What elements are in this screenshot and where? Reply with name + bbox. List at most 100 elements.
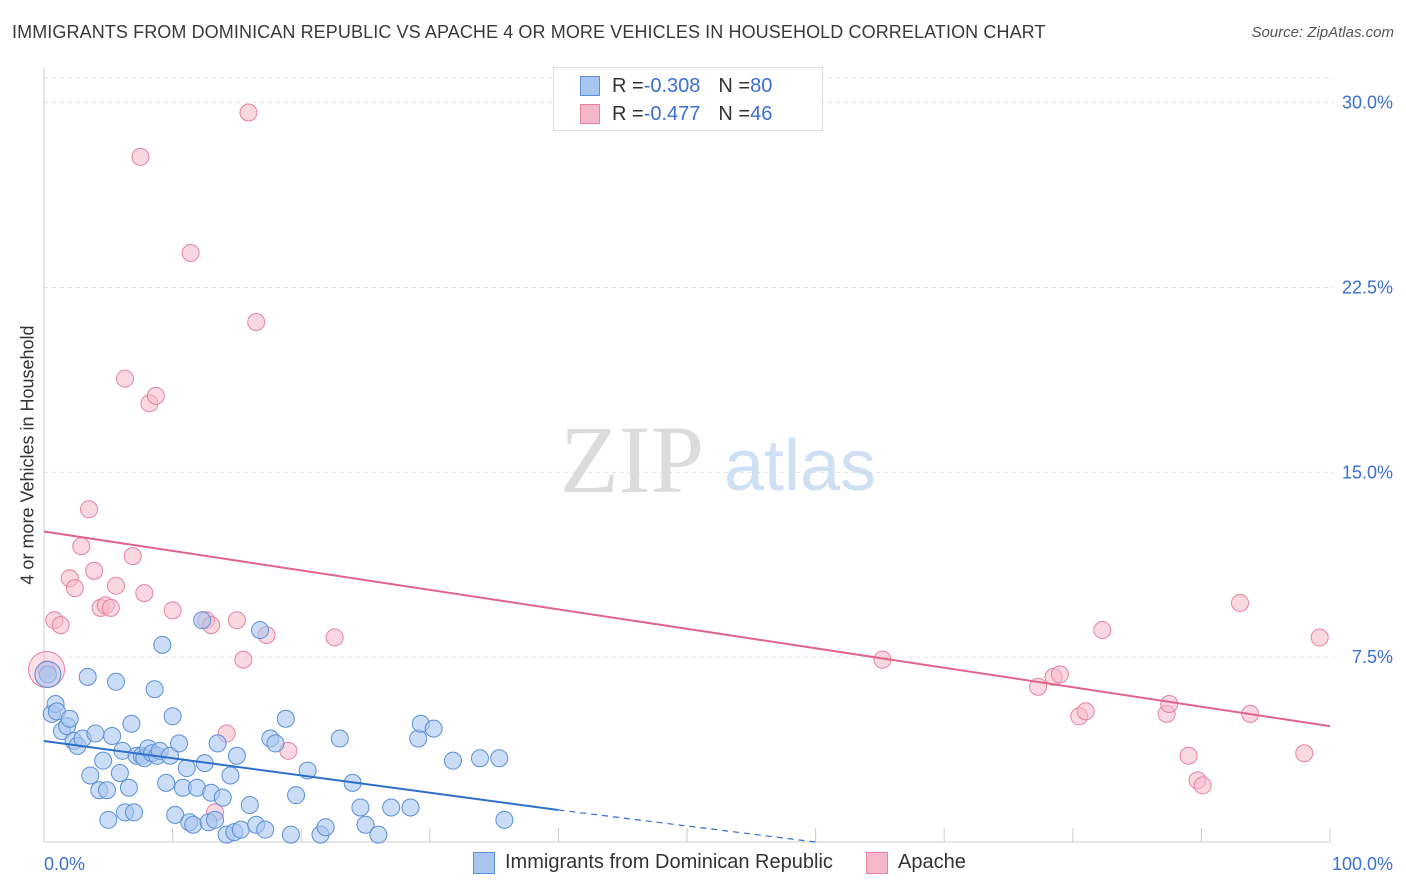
apache-point	[107, 576, 126, 595]
dominican-point	[163, 707, 182, 726]
dominican-point	[490, 749, 509, 768]
dominican-point	[356, 815, 375, 834]
apache-point	[146, 386, 165, 405]
apache-point	[1230, 593, 1249, 612]
dominican-point	[227, 746, 246, 765]
source-label: Source: ZipAtlas.com	[1251, 24, 1394, 41]
dominican-point	[125, 803, 144, 822]
trend-lines	[43, 530, 1331, 843]
legend-label-dominican: Immigrants from Dominican Republic	[505, 851, 833, 873]
dominican-point	[281, 825, 300, 844]
apache-point	[116, 369, 135, 388]
dominican-point	[206, 810, 225, 829]
legend-r-value: -0.477	[643, 102, 701, 125]
dominican-point	[98, 781, 117, 800]
apache-point	[1310, 628, 1329, 647]
apache-point	[181, 243, 200, 262]
dominican-point	[81, 766, 100, 785]
dominican-point	[495, 810, 514, 829]
dominican-point	[60, 709, 79, 728]
dominican-point	[276, 709, 295, 728]
dominican-point	[145, 680, 164, 699]
apache-point	[247, 312, 266, 331]
y-tick-label: 7.5%	[1352, 647, 1393, 667]
legend-n-label: N =	[718, 102, 751, 125]
apache-point	[51, 616, 70, 635]
dominican-point	[107, 672, 126, 691]
apache-point	[1179, 746, 1198, 765]
grid-lines	[44, 77, 1334, 658]
apache-point	[135, 584, 154, 603]
legend-r-value: -0.308	[643, 74, 701, 97]
dominican-point	[330, 729, 349, 748]
watermark-zip: ZIP	[560, 406, 704, 513]
x-tick-label: 100.0%	[1332, 854, 1393, 874]
legend-swatch-blue	[580, 76, 600, 96]
dominican-point	[409, 729, 428, 748]
correlation-legend: R = -0.308 N = 80 R = -0.477 N = 46	[553, 67, 823, 131]
dominican-point	[153, 635, 172, 654]
dominican-point	[170, 734, 189, 753]
apache-point	[85, 561, 104, 580]
y-tick-label: 30.0%	[1342, 93, 1393, 113]
dominican-point	[166, 805, 185, 824]
dominican-point	[382, 798, 401, 817]
dominican-point	[231, 820, 250, 839]
dominican-point	[94, 751, 113, 770]
legend-r-label: R =	[612, 102, 644, 125]
dominican-point	[213, 788, 232, 807]
legend-item-apache[interactable]: Apache	[866, 851, 966, 874]
legend-swatch-pink	[866, 851, 888, 874]
dominican-point	[184, 815, 203, 834]
apache-point	[1160, 694, 1179, 713]
dominican-point	[119, 778, 138, 797]
watermark: ZIP atlas	[560, 406, 876, 513]
apache-point	[239, 103, 258, 122]
dominican-point	[193, 611, 212, 630]
legend-label-apache: Apache	[898, 851, 966, 873]
tick-labels: 7.5% 15.0% 22.5% 30.0% 0.0% 100.0%	[44, 93, 1393, 874]
dominican-point	[287, 786, 306, 805]
legend-n-value: 80	[750, 74, 773, 97]
legend-row-apache: R = -0.477 N = 46	[580, 102, 772, 126]
apache-trend-line	[43, 530, 1331, 728]
dominican-point	[251, 621, 270, 640]
y-tick-label: 15.0%	[1342, 462, 1393, 482]
dominican-points	[34, 611, 514, 844]
legend-swatch-pink	[580, 104, 600, 124]
dominican-point	[157, 773, 176, 792]
x-tick-label: 0.0%	[44, 854, 85, 874]
dominican-point	[470, 749, 489, 768]
legend-swatch-blue	[473, 851, 495, 874]
dominican-point	[266, 734, 285, 753]
apache-point	[234, 650, 253, 669]
apache-point	[80, 500, 99, 519]
apache-point	[65, 579, 84, 598]
dominican-point	[316, 818, 335, 837]
dominican-point-large	[34, 660, 62, 688]
apache-point	[131, 147, 150, 166]
dominican-point	[110, 763, 129, 782]
dominican-point	[401, 798, 420, 817]
watermark-atlas: atlas	[724, 426, 876, 506]
apache-point	[1295, 744, 1314, 763]
dominican-trend-line	[43, 739, 559, 811]
legend-r-label: R =	[612, 74, 644, 97]
apache-point	[1076, 702, 1095, 721]
dominican-point	[99, 810, 118, 829]
legend-item-dominican[interactable]: Immigrants from Dominican Republic	[473, 851, 833, 874]
apache-point	[1050, 665, 1069, 684]
dominican-point	[443, 751, 462, 770]
apache-point	[72, 537, 91, 556]
apache-points	[28, 103, 1329, 822]
dominican-point	[256, 820, 275, 839]
legend-n-value: 46	[750, 102, 773, 125]
dominican-point	[351, 798, 370, 817]
y-axis-label: 4 or more Vehicles in Household	[17, 325, 38, 585]
dominican-point	[369, 825, 388, 844]
apache-point	[123, 547, 142, 566]
apache-point	[227, 611, 246, 630]
dominican-point	[103, 727, 122, 746]
dominican-point	[177, 759, 196, 778]
